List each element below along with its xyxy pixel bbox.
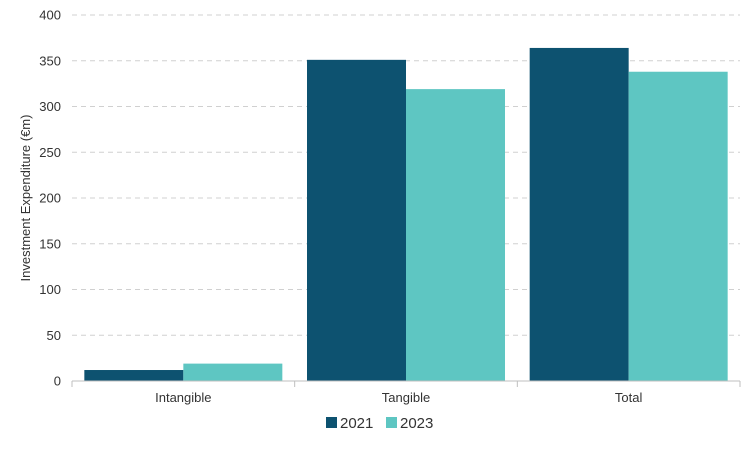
legend-swatch-2023	[386, 417, 397, 428]
bar-2023-tangible	[406, 89, 505, 382]
y-tick-label: 50	[47, 328, 61, 343]
y-tick-label: 400	[39, 8, 61, 23]
legend-label-2023: 2023	[400, 415, 433, 432]
y-tick-label: 0	[54, 374, 61, 389]
bar-2021-intangible	[84, 370, 184, 381]
bar-2023-total	[628, 71, 728, 381]
legend: 2021 2023	[326, 415, 433, 432]
x-tick-label: Intangible	[155, 390, 211, 405]
x-tick-label: Total	[615, 390, 643, 405]
bar-2021-total	[529, 47, 629, 381]
legend-swatch-2021	[326, 417, 337, 428]
x-tick-label: Tangible	[382, 390, 430, 405]
axes: 0 50 100 150 200 250 300 350 400 Intangible Tangib…	[39, 8, 741, 405]
y-tick-label: 200	[39, 191, 61, 206]
y-axis-title: Investment Expenditure (€m)	[18, 115, 33, 282]
legend-label-2021: 2021	[340, 415, 373, 432]
y-tick-label: 100	[39, 282, 61, 297]
y-tick-label: 350	[39, 53, 61, 68]
bar-2023-intangible	[183, 363, 283, 381]
bars	[84, 47, 728, 382]
bar-2021-tangible	[307, 59, 406, 382]
y-tick-label: 300	[39, 99, 61, 114]
y-tick-label: 150	[39, 236, 61, 251]
y-tick-label: 250	[39, 145, 61, 160]
